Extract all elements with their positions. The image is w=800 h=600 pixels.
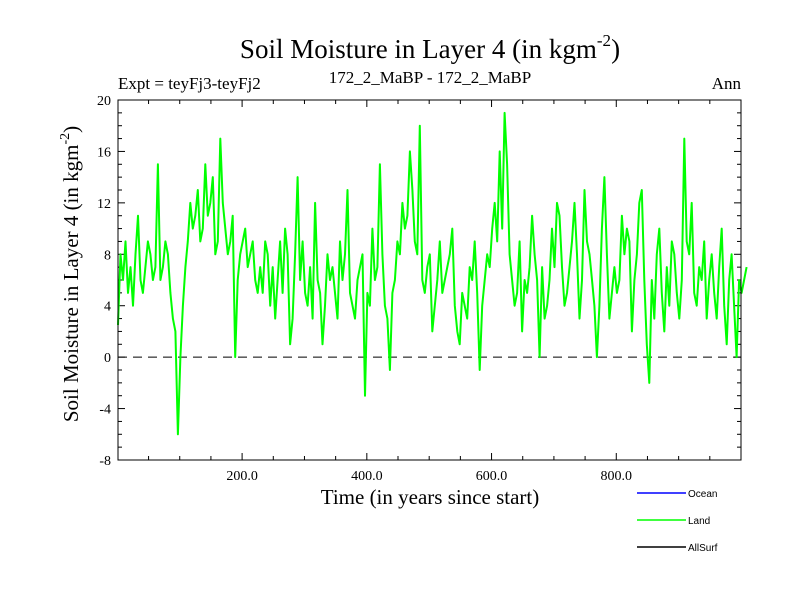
chart-title-superscript: -2 (597, 31, 611, 50)
y-tick-label: 4 (104, 300, 111, 315)
x-tick-label: 800.0 (601, 469, 633, 484)
chart-title-main: Soil Moisture in Layer 4 (in kgm (240, 34, 597, 64)
y-axis-label-superscript: -2 (58, 133, 73, 145)
y-tick-label: -4 (99, 403, 111, 418)
x-tick-label: 600.0 (476, 469, 508, 484)
chart-title-close: ) (611, 34, 620, 64)
series-line-land (117, 111, 748, 436)
y-tick-label: 8 (104, 248, 111, 263)
plot-series (117, 111, 748, 436)
x-tick-label: 400.0 (351, 469, 383, 484)
plot-frame (117, 99, 742, 461)
season-label: Ann (712, 74, 742, 93)
y-tick-label: 0 (104, 351, 111, 366)
y-tick-label: 20 (97, 94, 111, 109)
legend-label-ocean: Ocean (688, 489, 717, 500)
y-tick-label: 16 (97, 145, 111, 160)
y-tick-label: 12 (97, 197, 111, 212)
chart-title: Soil Moisture in Layer 4 (in kgm-2) (240, 31, 620, 64)
period-label: 172_2_MaBP - 172_2_MaBP (329, 68, 531, 87)
y-axis-label: Soil Moisture in Layer 4 (in kgm-2) (58, 126, 83, 422)
y-axis-label-main: Soil Moisture in Layer 4 (in kgm (59, 145, 83, 423)
legend-label-allsurf: AllSurf (688, 543, 718, 554)
x-axis-ticks: 200.0 400.0 600.0 800.0 (148, 100, 711, 484)
x-tick-label: 200.0 (226, 469, 258, 484)
experiment-label: Expt = teyFj3-teyFj2 (118, 74, 261, 93)
y-axis-label-close: ) (59, 126, 83, 133)
legend: Ocean Land AllSurf (637, 489, 718, 554)
legend-label-land: Land (688, 516, 710, 527)
x-axis-label: Time (in years since start) (321, 485, 540, 509)
y-tick-label: -8 (99, 454, 111, 469)
